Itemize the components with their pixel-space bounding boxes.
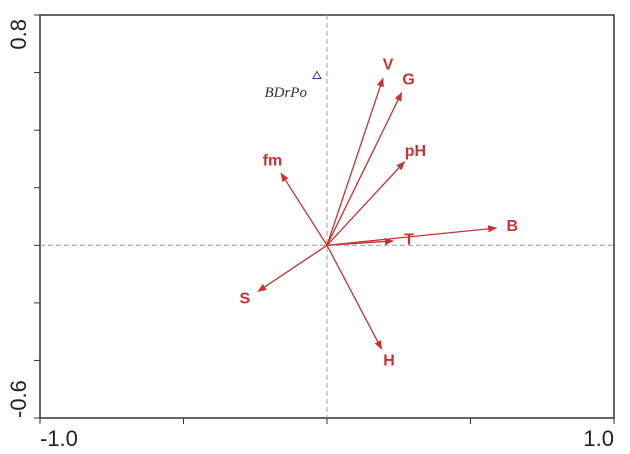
vector-arrow <box>326 225 498 246</box>
vector-label: pH <box>405 143 426 160</box>
sample-marker <box>312 70 322 79</box>
vector-arrow <box>326 77 384 246</box>
vector-arrow <box>257 244 328 292</box>
y-tick-label: 0.8 <box>6 19 31 50</box>
sample-label: BDrPo <box>264 85 307 101</box>
vector-label: V <box>383 56 394 73</box>
vector-label: G <box>402 71 414 88</box>
vector-arrow <box>280 172 328 246</box>
vector-label: T <box>404 231 414 248</box>
vector-label: B <box>506 218 518 235</box>
vector-arrow <box>326 237 394 246</box>
y-tick-label: -0.6 <box>6 380 31 418</box>
vector-arrow <box>326 91 403 246</box>
vector-arrow <box>326 161 406 246</box>
vector-label: fm <box>263 153 283 170</box>
x-tick-label: 1.0 <box>583 426 614 451</box>
vector-label: S <box>239 290 250 307</box>
vector-arrow <box>326 244 383 350</box>
x-tick-label: -1.0 <box>40 426 78 451</box>
vector-label: H <box>383 353 395 370</box>
